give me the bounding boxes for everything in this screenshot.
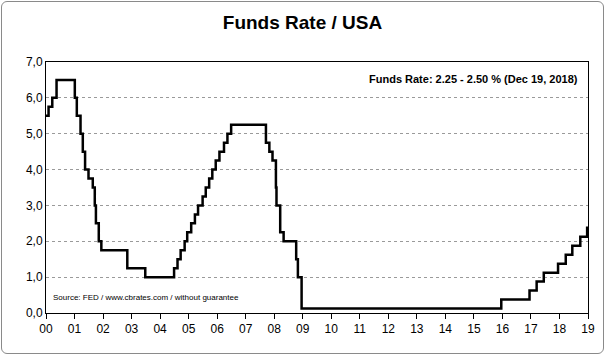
svg-text:02: 02 bbox=[96, 322, 110, 336]
svg-text:13: 13 bbox=[410, 322, 424, 336]
svg-text:06: 06 bbox=[210, 322, 224, 336]
svg-text:4,0: 4,0 bbox=[26, 163, 43, 177]
svg-text:14: 14 bbox=[439, 322, 453, 336]
svg-text:09: 09 bbox=[296, 322, 310, 336]
svg-text:05: 05 bbox=[182, 322, 196, 336]
svg-text:2,0: 2,0 bbox=[26, 234, 43, 248]
svg-text:16: 16 bbox=[496, 322, 510, 336]
svg-text:Funds Rate / USA: Funds Rate / USA bbox=[223, 12, 383, 33]
svg-text:Source: FED / www.cbrates.com: Source: FED / www.cbrates.com / without … bbox=[53, 293, 239, 302]
svg-text:08: 08 bbox=[268, 322, 282, 336]
svg-text:07: 07 bbox=[239, 322, 253, 336]
svg-text:19: 19 bbox=[581, 322, 595, 336]
svg-text:3,0: 3,0 bbox=[26, 199, 43, 213]
svg-text:18: 18 bbox=[553, 322, 567, 336]
svg-text:5,0: 5,0 bbox=[26, 127, 43, 141]
svg-text:11: 11 bbox=[354, 322, 367, 336]
svg-text:10: 10 bbox=[325, 322, 339, 336]
svg-text:03: 03 bbox=[125, 322, 139, 336]
svg-text:12: 12 bbox=[382, 322, 396, 336]
svg-text:0,0: 0,0 bbox=[26, 306, 43, 320]
svg-text:1,0: 1,0 bbox=[26, 270, 43, 284]
svg-text:7,0: 7,0 bbox=[26, 55, 43, 69]
svg-text:17: 17 bbox=[524, 322, 538, 336]
svg-text:00: 00 bbox=[39, 322, 53, 336]
svg-text:04: 04 bbox=[153, 322, 167, 336]
svg-text:15: 15 bbox=[467, 322, 481, 336]
svg-text:6,0: 6,0 bbox=[26, 91, 43, 105]
svg-text:Funds Rate: 2.25 - 2.50 % (Dec: Funds Rate: 2.25 - 2.50 % (Dec 19, 2018) bbox=[369, 73, 578, 85]
svg-text:01: 01 bbox=[68, 322, 82, 336]
